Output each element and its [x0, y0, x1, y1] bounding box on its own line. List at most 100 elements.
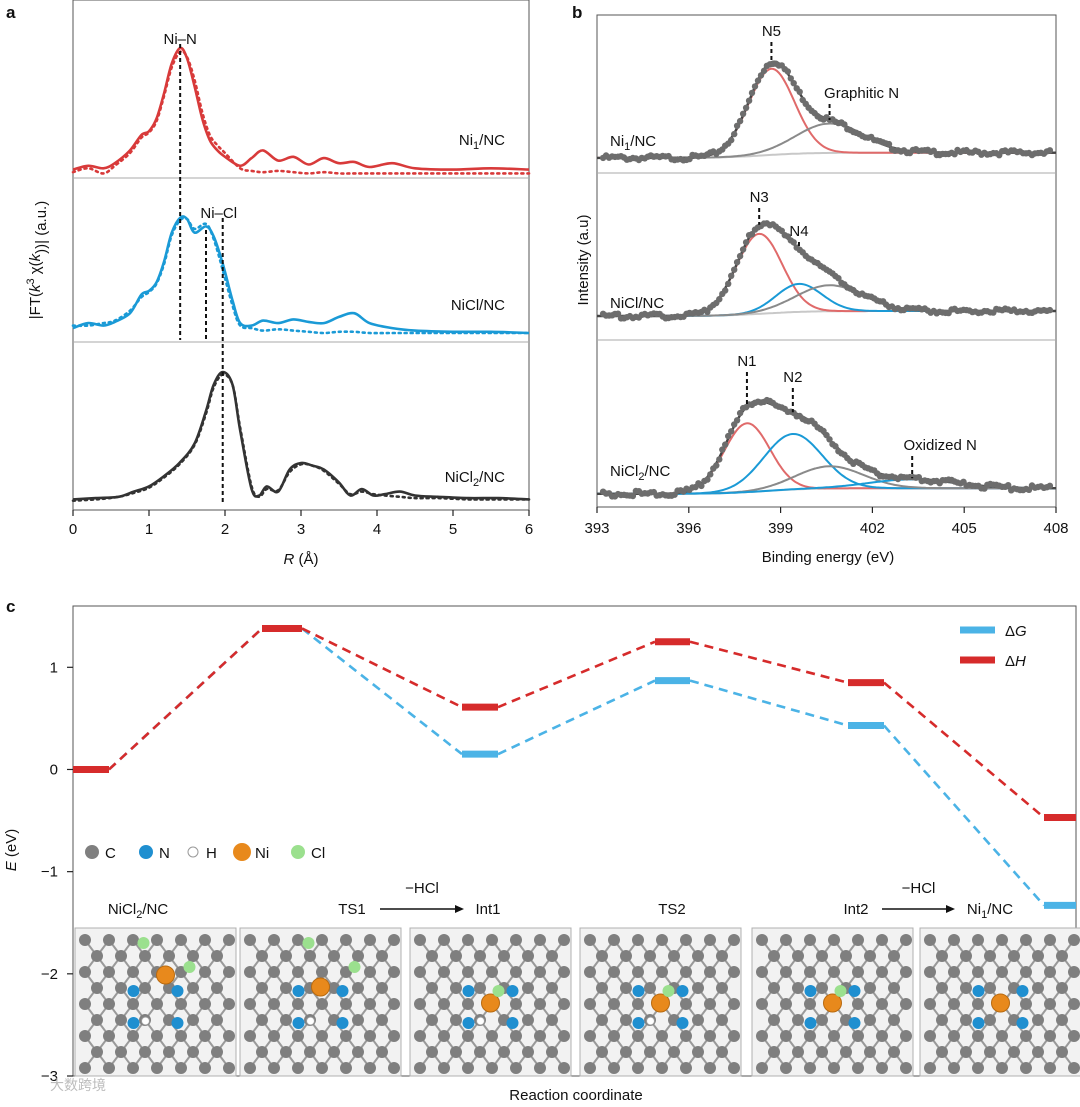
panel-c-nickel-atom [823, 993, 842, 1013]
panel-c-carbon-atom [864, 1046, 876, 1058]
panel-c-arrow-label-0: −HCl [405, 880, 439, 897]
panel-c-carbon-atom [680, 998, 692, 1010]
panel-b-data-point [748, 89, 756, 97]
panel-b-data-point [728, 272, 735, 279]
panel-b-data-point [736, 117, 744, 125]
panel-c-carbon-atom [996, 966, 1008, 978]
panel-a-xtick-label: 4 [373, 521, 381, 538]
panel-c-carbon-atom [91, 1046, 103, 1058]
panel-b-data-point [832, 443, 839, 450]
panel-c-carbon-atom [352, 1046, 364, 1058]
panel-a-xtick-label: 0 [69, 521, 77, 538]
panel-b-data-point [731, 130, 738, 138]
panel-c-nitrogen-atom [292, 1017, 305, 1029]
panel-c-carbon-atom [364, 966, 376, 978]
panel-c-nitrogen-atom [336, 1017, 349, 1029]
panel-c-carbon-atom [996, 1030, 1008, 1042]
panel-c-carbon-atom [79, 1062, 91, 1074]
panel-c-state-label-5-sub: 1 [981, 909, 987, 921]
panel-c-carbon-atom [816, 950, 828, 962]
panel-c-carbon-atom [948, 1062, 960, 1074]
panel-c-carbon-atom [792, 1014, 804, 1026]
panel-c-carbon-atom [127, 1030, 139, 1042]
panel-b-peak-label: Graphitic N [824, 85, 899, 102]
panel-c-atom-legend-marker-C [85, 845, 99, 859]
panel-c-carbon-atom [692, 950, 704, 962]
panel-c-carbon-atom [804, 1062, 816, 1074]
panel-c-carbon-atom [510, 966, 522, 978]
panel-b-letter: b [572, 3, 582, 22]
panel-c-carbon-atom [876, 934, 888, 946]
panel-c-carbon-atom [780, 934, 792, 946]
panel-c-carbon-atom [768, 1014, 780, 1026]
panel-c-carbon-atom [388, 998, 400, 1010]
panel-b-sample-label-1: NiCl/NC [610, 295, 664, 312]
panel-c-carbon-atom [187, 982, 199, 994]
panel-c-carbon-atom [376, 1014, 388, 1026]
panel-c-carbon-atom [79, 934, 91, 946]
panel-c-carbon-atom [426, 1014, 438, 1026]
panel-b-xtick-label: 405 [952, 520, 977, 537]
panel-c-carbon-atom [79, 998, 91, 1010]
panel-c-carbon-atom [728, 998, 740, 1010]
panel-c-nickel-atom [311, 977, 330, 997]
panel-c-ytick-label: −1 [41, 864, 58, 881]
panel-c-carbon-atom [816, 982, 828, 994]
panel-a-series-label-1: NiCl/NC [451, 297, 505, 314]
panel-c-carbon-atom [852, 966, 864, 978]
panel-c-carbon-atom [728, 966, 740, 978]
panel-c-carbon-atom [596, 1014, 608, 1026]
panel-c-carbon-atom [450, 950, 462, 962]
panel-a-series-data-1 [71, 216, 531, 335]
panel-b-data-point [748, 231, 756, 238]
panel-b-component-1-0 [596, 232, 1056, 318]
panel-c-carbon-atom [828, 1030, 840, 1042]
panel-c-carbon-atom [280, 950, 292, 962]
panel-c-atom-legend-label-H: H [206, 845, 217, 862]
panel-c-carbon-atom [852, 1062, 864, 1074]
panel-c-carbon-atom [924, 966, 936, 978]
panel-b-sample-label-2-sub: 2 [638, 471, 644, 483]
panel-c-carbon-atom [1056, 982, 1068, 994]
panel-c-atom-legend-label-N: N [159, 845, 170, 862]
panel-b-xps-chart: 393 396 399 402 405 408 Ni1/NC N5 Graphitic N Ni… [575, 14, 1069, 566]
panel-c-carbon-atom [115, 1014, 127, 1026]
panel-c-carbon-atom [960, 982, 972, 994]
panel-c-ytick-label: 0 [50, 761, 58, 778]
panel-b-data-point [745, 97, 753, 104]
panel-c-carbon-atom [340, 1030, 352, 1042]
panel-c-carbon-atom [364, 1030, 376, 1042]
panel-b-peak-label: N4 [789, 223, 808, 240]
panel-c-carbon-atom [864, 950, 876, 962]
panel-a-xtick-label: 6 [525, 521, 533, 538]
panel-c-legend-label-1: ΔH [1005, 653, 1026, 670]
panel-b-data-point [751, 83, 759, 90]
panel-c-carbon-atom [474, 950, 486, 962]
panel-b-xtick-label: 408 [1043, 520, 1068, 537]
panel-b-data-point [731, 266, 738, 273]
panel-b-data-point [707, 471, 714, 478]
panel-c-carbon-atom [256, 1014, 268, 1026]
panel-c-carbon-atom [340, 998, 352, 1010]
panel-c-carbon-atom [852, 998, 864, 1010]
panel-c-carbon-atom [474, 1046, 486, 1058]
panel-c-nitrogen-atom [1016, 985, 1029, 997]
panel-c-carbon-atom [804, 998, 816, 1010]
panel-c-carbon-atom [632, 1030, 644, 1042]
panel-c-carbon-atom [292, 934, 304, 946]
panel-c-dh-connector [108, 627, 263, 771]
panel-c-carbon-atom [828, 934, 840, 946]
panel-c-carbon-atom [984, 1014, 996, 1026]
panel-c-carbon-atom [972, 934, 984, 946]
panel-c-carbon-atom [716, 1014, 728, 1026]
panel-b-data-point [885, 140, 893, 148]
panel-c-carbon-atom [151, 1062, 163, 1074]
panel-c-carbon-atom [680, 1062, 692, 1074]
panel-c-carbon-atom [364, 998, 376, 1010]
panel-c-carbon-atom [79, 966, 91, 978]
panel-b-data-point [841, 121, 848, 128]
panel-c-carbon-atom [244, 1030, 256, 1042]
panel-b-data-point [629, 492, 637, 500]
